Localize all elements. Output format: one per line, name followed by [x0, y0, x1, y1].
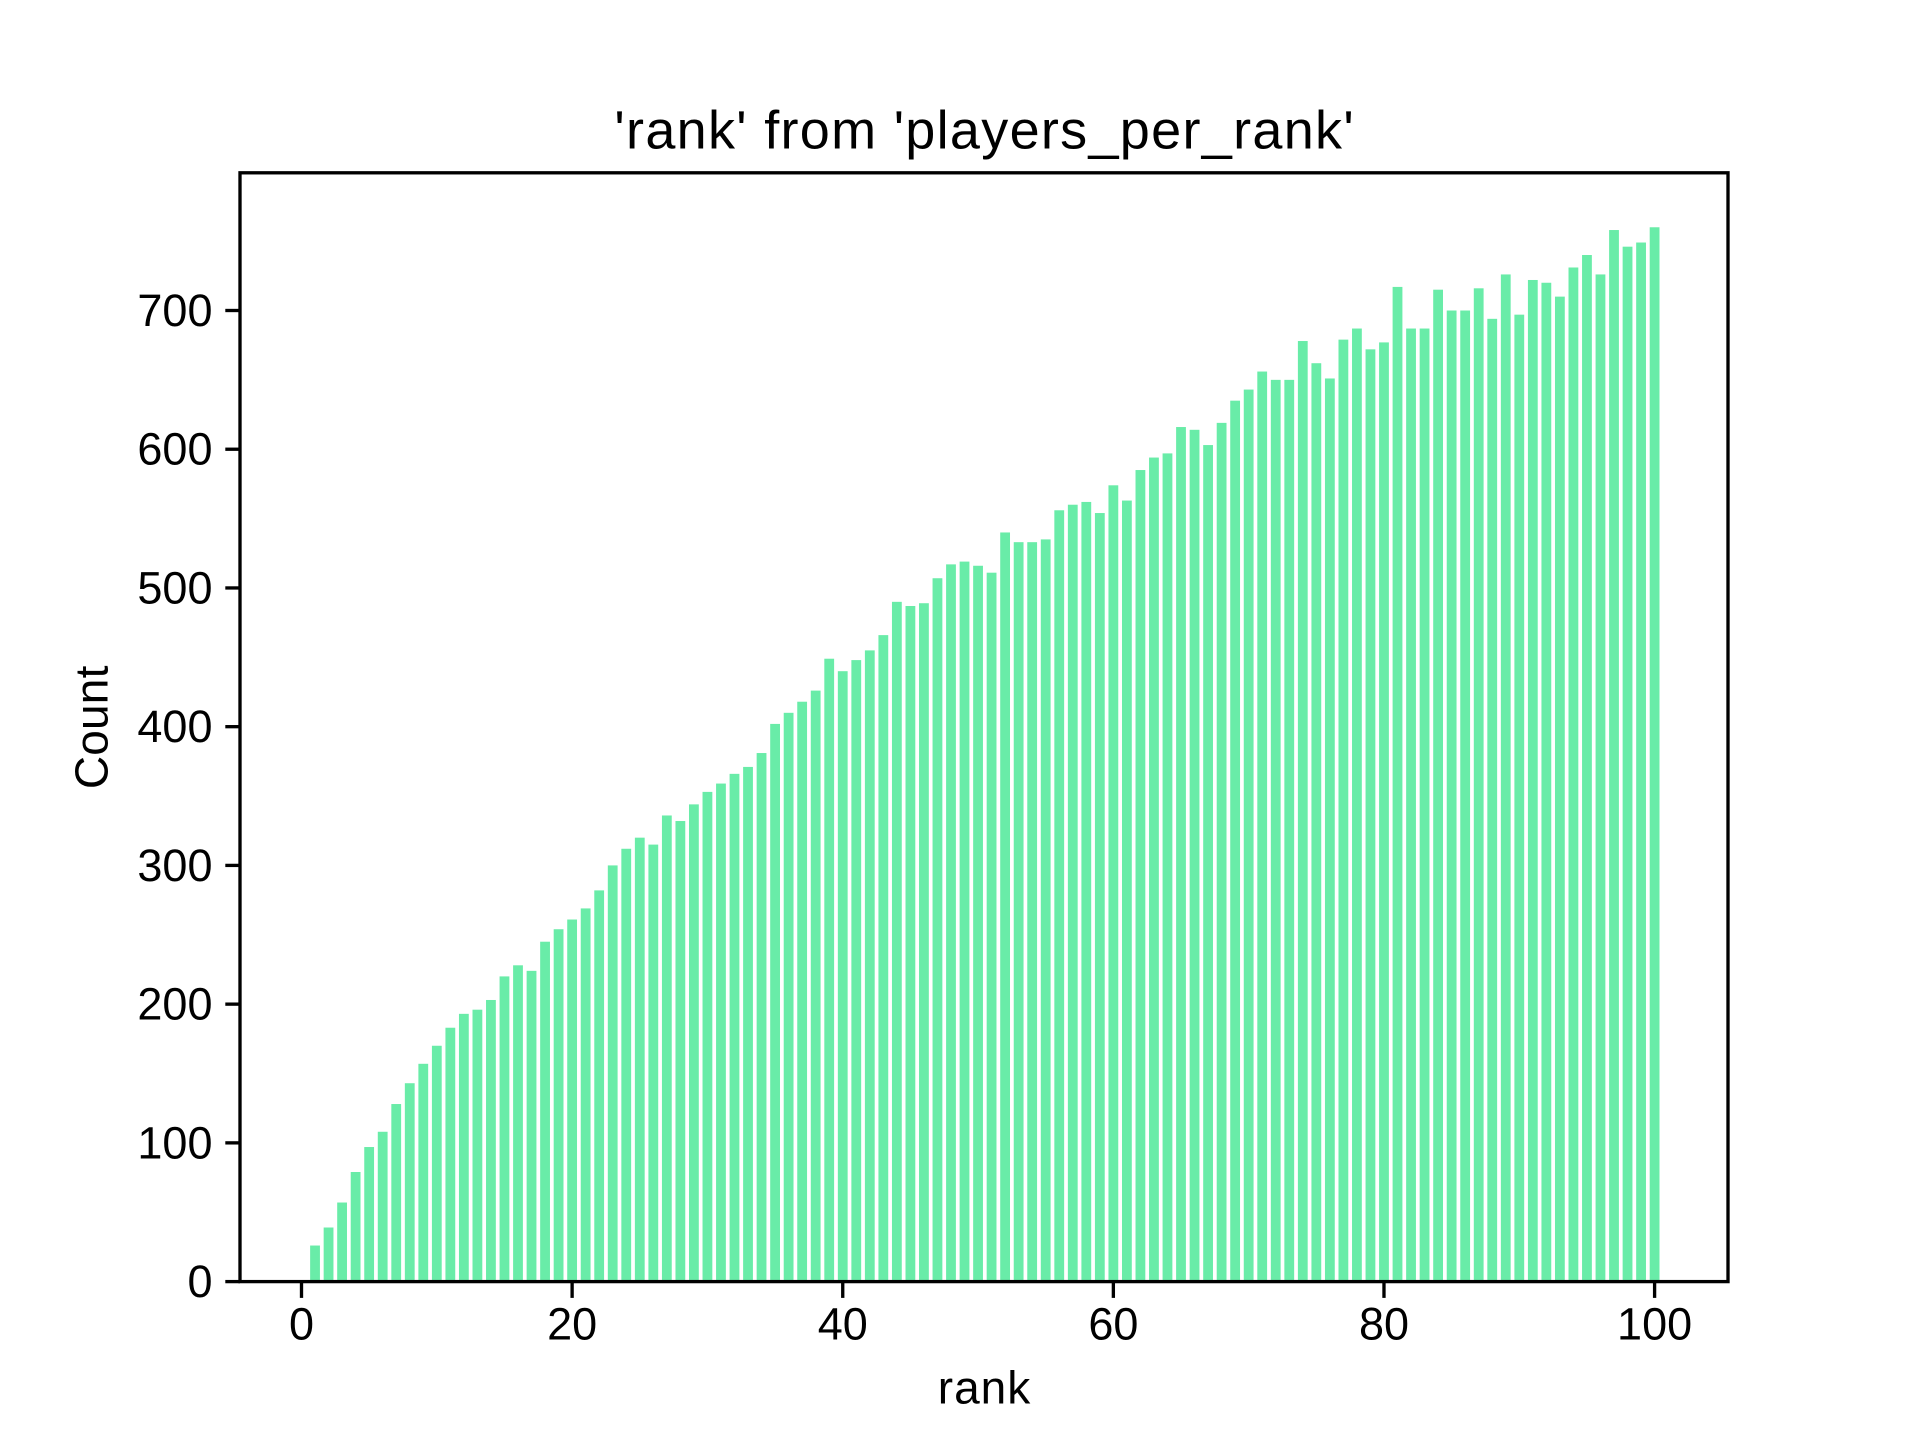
svg-text:600: 600: [137, 424, 212, 475]
svg-text:100: 100: [1617, 1299, 1692, 1350]
svg-text:rank: rank: [938, 1362, 1031, 1414]
svg-text:400: 400: [137, 701, 212, 752]
svg-text:0: 0: [187, 1256, 212, 1307]
svg-text:60: 60: [1088, 1299, 1138, 1350]
svg-text:300: 300: [137, 840, 212, 891]
svg-text:'rank' from 'players_per_rank': 'rank' from 'players_per_rank': [614, 101, 1355, 161]
svg-text:500: 500: [137, 562, 212, 613]
svg-text:Count: Count: [65, 665, 117, 789]
svg-text:80: 80: [1359, 1299, 1409, 1350]
svg-text:40: 40: [818, 1299, 868, 1350]
svg-text:100: 100: [137, 1117, 212, 1168]
svg-text:0: 0: [289, 1299, 314, 1350]
svg-text:200: 200: [137, 979, 212, 1030]
svg-text:20: 20: [547, 1299, 597, 1350]
svg-text:700: 700: [137, 285, 212, 336]
